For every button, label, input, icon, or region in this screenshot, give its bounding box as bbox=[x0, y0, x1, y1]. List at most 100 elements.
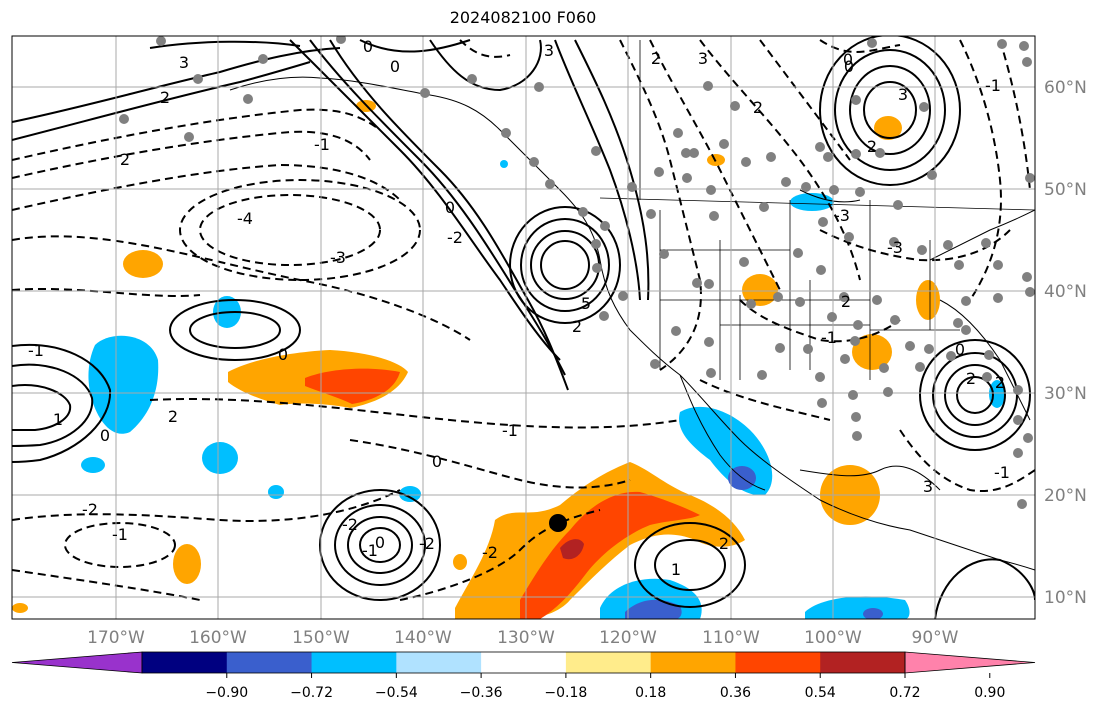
shade-orange-patch bbox=[12, 603, 28, 613]
colorbar-segment bbox=[311, 652, 397, 673]
shade-darkblue-south bbox=[625, 599, 682, 619]
contour-label: 0 bbox=[278, 345, 288, 364]
map-title: 2024082100 F060 bbox=[449, 8, 597, 27]
coastlines bbox=[229, 76, 1035, 571]
colorbar-tick-label: 0.54 bbox=[805, 685, 836, 701]
contour-label: -1 bbox=[821, 328, 837, 347]
contour-label: 2 bbox=[753, 98, 763, 117]
contour-label: -2 bbox=[419, 534, 435, 553]
contour-label: -1 bbox=[362, 541, 378, 560]
lat-tick-label: 40°N bbox=[1044, 282, 1087, 302]
lat-tick-label: 30°N bbox=[1044, 384, 1087, 404]
contour-label: 3 bbox=[923, 477, 933, 496]
contour-label: 0 bbox=[375, 533, 385, 552]
shade-orange-patch bbox=[173, 544, 201, 584]
shade-orange-patch bbox=[852, 334, 892, 370]
contour-label: 0 bbox=[955, 340, 965, 359]
colorbar-tick-label: −0.72 bbox=[290, 685, 333, 701]
contour-label: 2 bbox=[651, 49, 661, 68]
shade-blue-patch bbox=[268, 485, 284, 499]
colorbar-segment bbox=[226, 652, 313, 673]
contour-label: 2 bbox=[995, 373, 1005, 392]
contour-label: 3 bbox=[698, 49, 708, 68]
colorbar-tick-label: −0.36 bbox=[460, 685, 503, 701]
lon-tick-label: 120°W bbox=[599, 628, 657, 648]
contour-label: 0 bbox=[844, 57, 854, 76]
contour-label: -1 bbox=[994, 463, 1010, 482]
colorbar-extend-min bbox=[11, 651, 143, 674]
shade-blue-patch bbox=[790, 193, 834, 211]
contour-label: -2 bbox=[482, 543, 498, 562]
lon-tick-label: 130°W bbox=[497, 628, 555, 648]
shade-red-east-pacific bbox=[520, 491, 700, 619]
colorbar-tick-label: 0.90 bbox=[974, 685, 1005, 701]
lon-tick-label: 110°W bbox=[702, 628, 760, 648]
colorbar-segment bbox=[820, 652, 906, 673]
contour-label: 2 bbox=[719, 534, 729, 553]
contour-label: 3 bbox=[179, 53, 189, 72]
shade-orange-patch bbox=[123, 250, 163, 278]
storm-center-marker bbox=[549, 514, 567, 532]
latitude-tick-labels: 60°N 50°N 40°N 30°N 20°N 10°N bbox=[1044, 78, 1087, 608]
lat-tick-label: 50°N bbox=[1044, 180, 1087, 200]
shade-orange-patch bbox=[742, 274, 778, 306]
colorbar-tick-label: −0.90 bbox=[205, 685, 248, 701]
contour-label: 3 bbox=[898, 85, 908, 104]
contour-label: -2 bbox=[82, 500, 98, 519]
contour-label: 0 bbox=[843, 50, 853, 69]
contour-label: 2 bbox=[120, 150, 130, 169]
shade-red-central-pacific bbox=[305, 368, 400, 404]
contour-label: -3 bbox=[887, 238, 903, 257]
contour-label: 1 bbox=[671, 560, 681, 579]
contour-label: 0 bbox=[363, 37, 373, 56]
lon-tick-label: 140°W bbox=[394, 628, 452, 648]
contour-label: 1 bbox=[53, 410, 63, 429]
lon-tick-label: 160°W bbox=[189, 628, 247, 648]
lat-tick-label: 10°N bbox=[1044, 588, 1087, 608]
contour-label: 0 bbox=[390, 57, 400, 76]
lon-tick-label: 150°W bbox=[292, 628, 350, 648]
colorbar bbox=[11, 651, 1036, 674]
station-dots bbox=[119, 36, 1035, 509]
colorbar-tick-label: 0.18 bbox=[635, 685, 666, 701]
shade-blue-patch bbox=[81, 457, 105, 473]
political-borders bbox=[599, 40, 1035, 380]
contour-label: -1 bbox=[314, 135, 330, 154]
contour-label: 5 bbox=[581, 294, 591, 313]
contour-label: -3 bbox=[834, 206, 850, 225]
contour-label: -2 bbox=[447, 228, 463, 247]
contour-label: -1 bbox=[28, 341, 44, 360]
lat-tick-label: 60°N bbox=[1044, 78, 1087, 98]
longitude-tick-labels: 170°W 160°W 150°W 140°W 130°W 120°W 110°W 100°W… bbox=[87, 628, 959, 648]
contour-label: 0 bbox=[445, 198, 455, 217]
colorbar-tick-label: 0.72 bbox=[889, 685, 920, 701]
contour-label: 2 bbox=[841, 292, 851, 311]
contour-label: -3 bbox=[330, 248, 346, 267]
contour-label: 0 bbox=[432, 452, 442, 471]
contour-label: -1 bbox=[985, 76, 1001, 95]
grid-lines bbox=[12, 36, 1035, 619]
contour-label: 0 bbox=[100, 426, 110, 445]
colorbar-segment bbox=[565, 652, 652, 673]
colorbar-segment bbox=[650, 652, 736, 673]
solid-contours bbox=[12, 36, 1035, 619]
shade-darkblue-patch bbox=[863, 608, 883, 619]
contour-label: 2 bbox=[867, 137, 877, 156]
contour-label: 2 bbox=[572, 317, 582, 336]
plot-frame bbox=[11, 35, 1036, 620]
colorbar-tick-label: −0.18 bbox=[544, 685, 587, 701]
contour-label: -1 bbox=[112, 525, 128, 544]
shade-orange-patch bbox=[916, 280, 940, 320]
shade-blue-south-east bbox=[805, 596, 910, 619]
colorbar-segment bbox=[396, 652, 482, 673]
lon-tick-label: 170°W bbox=[87, 628, 145, 648]
contour-label: 2 bbox=[966, 369, 976, 388]
contour-label: -2 bbox=[342, 515, 358, 534]
colorbar-extend-max bbox=[904, 651, 1036, 674]
contour-label: 2 bbox=[168, 407, 178, 426]
shade-orange-patch bbox=[874, 116, 902, 140]
colorbar-tick-label: −0.54 bbox=[375, 685, 418, 701]
